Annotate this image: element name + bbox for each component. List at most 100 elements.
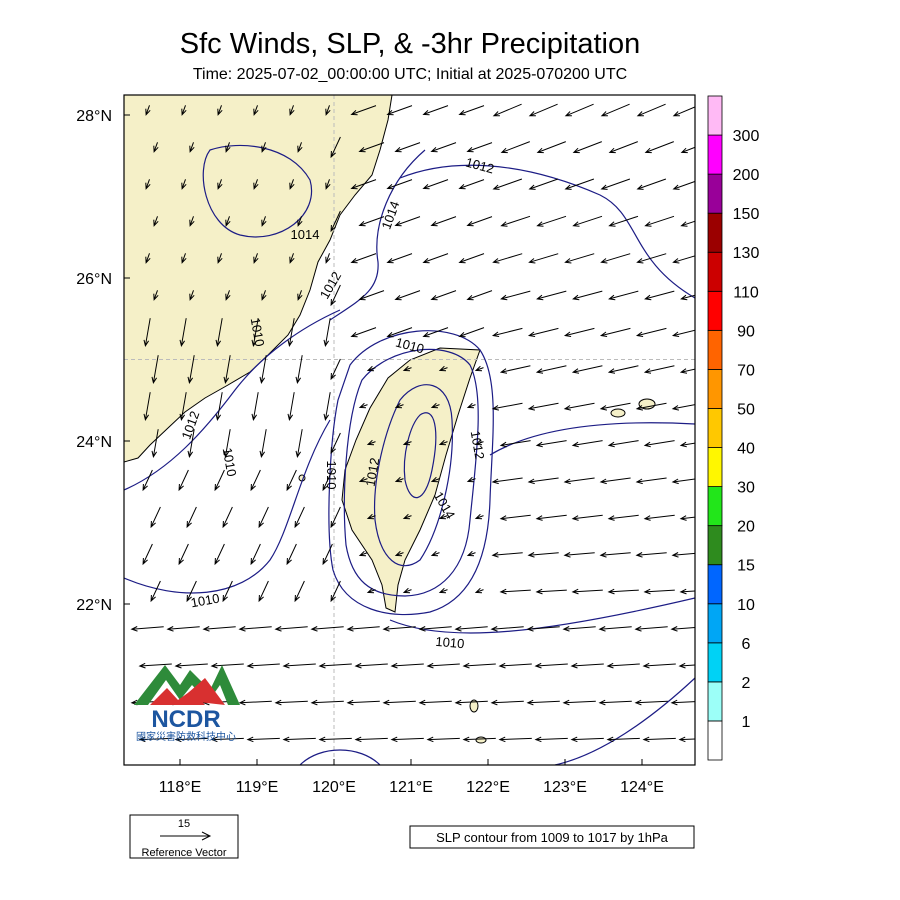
colorbar-label: 70 <box>737 362 755 379</box>
lon-label: 123°E <box>543 779 587 796</box>
wind-arrow <box>430 476 440 483</box>
wind-arrow <box>143 392 151 422</box>
wind-arrow <box>608 290 639 301</box>
wind-arrow <box>394 550 404 557</box>
contour-label: 1010 <box>435 634 465 651</box>
wind-arrow <box>466 550 476 557</box>
colorbar-box <box>707 95 723 136</box>
wind-arrow <box>386 253 413 264</box>
wind-arrow <box>358 216 385 227</box>
colorbar-label: 130 <box>733 245 760 262</box>
colorbar-box <box>707 290 723 331</box>
wind-arrow <box>438 587 448 594</box>
wind-arrow <box>634 626 668 632</box>
wind-arrow <box>670 626 695 632</box>
wind-arrow <box>325 253 331 264</box>
wind-arrow <box>571 440 603 448</box>
wind-arrow <box>274 626 308 632</box>
colorbar-box <box>707 720 723 761</box>
wind-arrow <box>564 253 595 264</box>
contour-label: 1010 <box>324 461 339 490</box>
wind-arrow <box>564 178 595 190</box>
wind-arrow <box>189 142 195 153</box>
lon-label: 124°E <box>620 779 664 796</box>
wind-arrow <box>382 626 416 632</box>
lon-label: 121°E <box>389 779 433 796</box>
wind-arrow <box>261 216 267 227</box>
wind-arrow <box>358 142 385 153</box>
wind-arrow <box>214 543 225 566</box>
wind-arrow <box>295 429 303 459</box>
wind-arrow <box>210 662 244 669</box>
wind-arrow <box>462 736 496 743</box>
wind-arrow <box>430 290 457 301</box>
lat-label: 24°N <box>76 434 112 451</box>
colorbar-label: 150 <box>733 206 760 223</box>
wind-arrow <box>490 626 524 632</box>
wind-arrow <box>491 327 523 337</box>
wind-arrow <box>680 146 695 154</box>
wind-arrow <box>187 355 195 385</box>
wind-arrow <box>297 216 303 227</box>
wind-arrow <box>166 626 200 632</box>
wind-arrow <box>600 178 631 190</box>
lat-label: 26°N <box>76 271 112 288</box>
colorbar-label: 30 <box>737 480 755 497</box>
lon-label: 122°E <box>466 779 510 796</box>
wind-arrow <box>222 580 233 603</box>
wind-arrow <box>426 736 460 743</box>
wind-arrow <box>644 141 674 154</box>
wind-arrow <box>179 318 187 348</box>
wind-arrow <box>491 552 523 558</box>
wind-arrow <box>642 736 676 743</box>
wind-arrow <box>287 318 295 348</box>
wind-arrow <box>202 626 236 632</box>
wind-arrow <box>215 392 223 422</box>
wind-arrow <box>350 179 377 190</box>
colorbar-label: 200 <box>733 167 760 184</box>
wind-arrow <box>636 103 666 117</box>
wind-arrow <box>322 543 333 566</box>
wind-arrow <box>251 318 259 348</box>
wind-arrow <box>571 365 603 374</box>
wind-arrow <box>325 105 331 116</box>
wind-arrow <box>642 662 676 669</box>
wind-arrow <box>608 215 639 227</box>
wind-arrow <box>644 290 675 301</box>
wind-arrow <box>422 105 449 116</box>
wind-arrow <box>678 662 695 669</box>
logo: NCDR 國家災害防救科技中心 <box>134 665 240 743</box>
wind-arrow <box>138 662 172 669</box>
wind-arrow <box>562 626 596 632</box>
wind-arrow <box>535 588 567 595</box>
wind-arrow <box>346 626 380 632</box>
wind-arrow <box>572 215 603 227</box>
reference-value: 15 <box>178 818 190 830</box>
wind-arrow <box>599 327 631 337</box>
wind-arrow <box>394 476 404 483</box>
wind-arrow <box>187 429 195 459</box>
colorbar-label: 2 <box>742 675 751 692</box>
colorbar-label: 50 <box>737 401 755 418</box>
wind-arrow <box>430 142 457 153</box>
wind-arrow <box>222 506 233 529</box>
wind-arrow <box>571 514 603 521</box>
wind-arrow <box>274 699 308 706</box>
wind-arrow <box>225 290 231 301</box>
wind-arrow <box>330 506 341 529</box>
wind-arrow <box>390 736 424 743</box>
lon-label: 118°E <box>159 779 202 796</box>
wind-arrow <box>643 514 675 521</box>
wind-arrow <box>526 626 560 632</box>
wind-arrow <box>358 402 368 409</box>
wind-arrow <box>394 402 404 409</box>
wind-arrow <box>527 552 559 558</box>
wind-arrow <box>499 588 531 595</box>
wind-arrow <box>223 429 231 459</box>
wind-arrow <box>225 142 231 153</box>
wind-arrow <box>186 506 197 529</box>
wind-arrow <box>251 392 259 422</box>
lat-label: 22°N <box>76 597 112 614</box>
wind-arrow <box>563 477 595 485</box>
